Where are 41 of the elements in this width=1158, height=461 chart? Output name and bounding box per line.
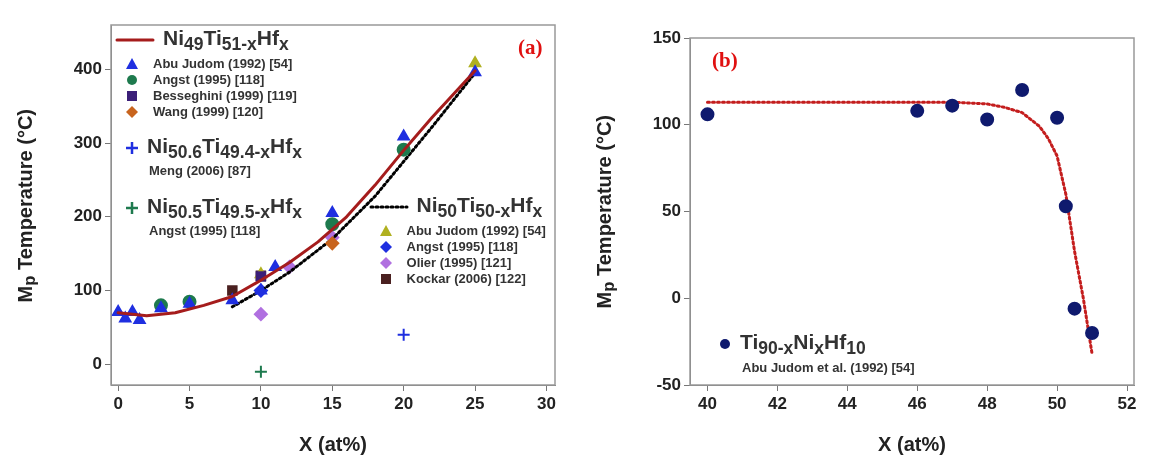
y-tick-label: 0 (92, 354, 102, 374)
x-tick-label: 42 (767, 393, 787, 413)
annotation: (b) (712, 48, 738, 73)
y-tick-label: 300 (73, 132, 102, 152)
text: Ni$_{50.5}$Ti$_{49.5-x}$Hf$_{x}$ Angst (1995) [118] (147, 193, 302, 239)
legend-label: Ni$_{50}$Ti$_{50-x}$Hf$_{x}$ (416, 193, 543, 222)
x-tick-label: 44 (837, 393, 858, 413)
x-tick-label: 10 (251, 393, 271, 413)
x-tick-label: 40 (698, 393, 717, 413)
y-tick-label: 150 (652, 27, 681, 47)
y-tick-label: 200 (73, 206, 102, 226)
legend-label: Olier (1995) [121] (406, 254, 512, 270)
legend-label: Ti$_{90-x}$Ni$_{x}$Hf$_{10}$ Abu Judom et al. (1992) [54] (740, 330, 915, 376)
x-axis-title: X (at%) (878, 432, 946, 455)
y-tick-label: 0 (671, 287, 681, 307)
legend-label: Wang (1999) [120] (153, 103, 264, 119)
x-tick-label: 52 (1117, 393, 1137, 413)
legend-label: Besseghini (1999) [119] (153, 87, 297, 103)
x-tick-label: 48 (977, 393, 997, 413)
y-tick-label: 50 (662, 201, 681, 221)
x-tick-label: 0 (113, 393, 123, 413)
x-tick-label: 20 (394, 393, 414, 413)
x-tick-label: 50 (1047, 393, 1067, 413)
x-tick-label: 25 (465, 393, 485, 413)
y-tick-label: 100 (652, 114, 681, 134)
legend-label: Angst (1995) [118] (153, 71, 265, 87)
legend-label: Abu Judom (1992) [54] (406, 222, 546, 238)
x-tick-label: 5 (184, 393, 195, 413)
x-tick-label: 46 (907, 393, 927, 413)
y-tick-label: 100 (73, 280, 102, 300)
x-axis-title: X (at%) (299, 432, 367, 455)
y-tick-label: 400 (73, 58, 102, 78)
y-tick-label: -50 (656, 374, 681, 394)
legend-label: Ni$_{49}$Ti$_{51-x}$Hf$_{x}$ (163, 26, 289, 55)
x-tick-label: 30 (536, 393, 556, 413)
text: Ni$_{50.6}$Ti$_{49.4-x}$Hf$_{x}$ Meng (2006) [87] (147, 133, 302, 179)
legend-label: Abu Judom (1992) [54] (153, 55, 293, 71)
x-tick-label: 15 (322, 393, 342, 413)
legend-label: Angst (1995) [118] (406, 238, 518, 254)
legend-label: Kockar (2006) [122] (406, 270, 526, 286)
annotation: (a) (518, 35, 543, 60)
